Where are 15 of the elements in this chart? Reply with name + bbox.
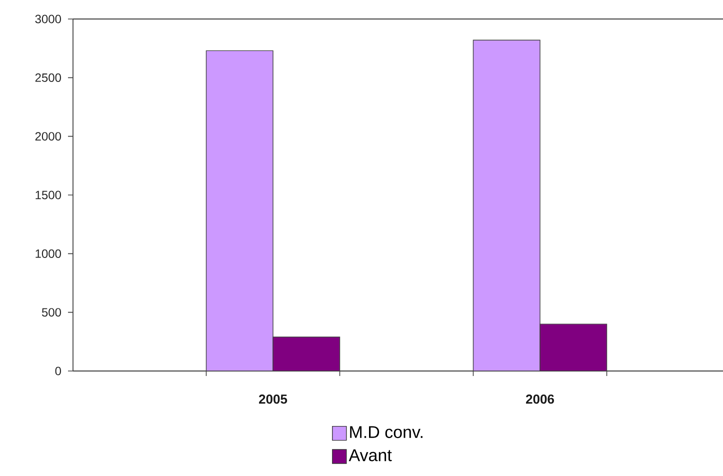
- x-tick-label: 2005: [258, 394, 288, 404]
- legend-label: M.D conv.: [350, 426, 422, 438]
- y-tick-label: 1500: [36, 190, 61, 200]
- bar: [540, 324, 608, 371]
- bar: [272, 336, 340, 371]
- x-tick-label: 2006: [526, 394, 554, 404]
- y-tick-label: 3000: [35, 14, 61, 24]
- bar: [206, 50, 274, 371]
- y-tick-label: 500: [42, 308, 62, 317]
- legend-label: Avant: [348, 449, 392, 462]
- bar: [472, 40, 540, 371]
- y-tick-label: 1000: [36, 249, 61, 258]
- y-tick-label: 2000: [35, 132, 61, 141]
- y-tick-label: 2500: [35, 73, 61, 82]
- y-tick-label: 0: [55, 366, 62, 376]
